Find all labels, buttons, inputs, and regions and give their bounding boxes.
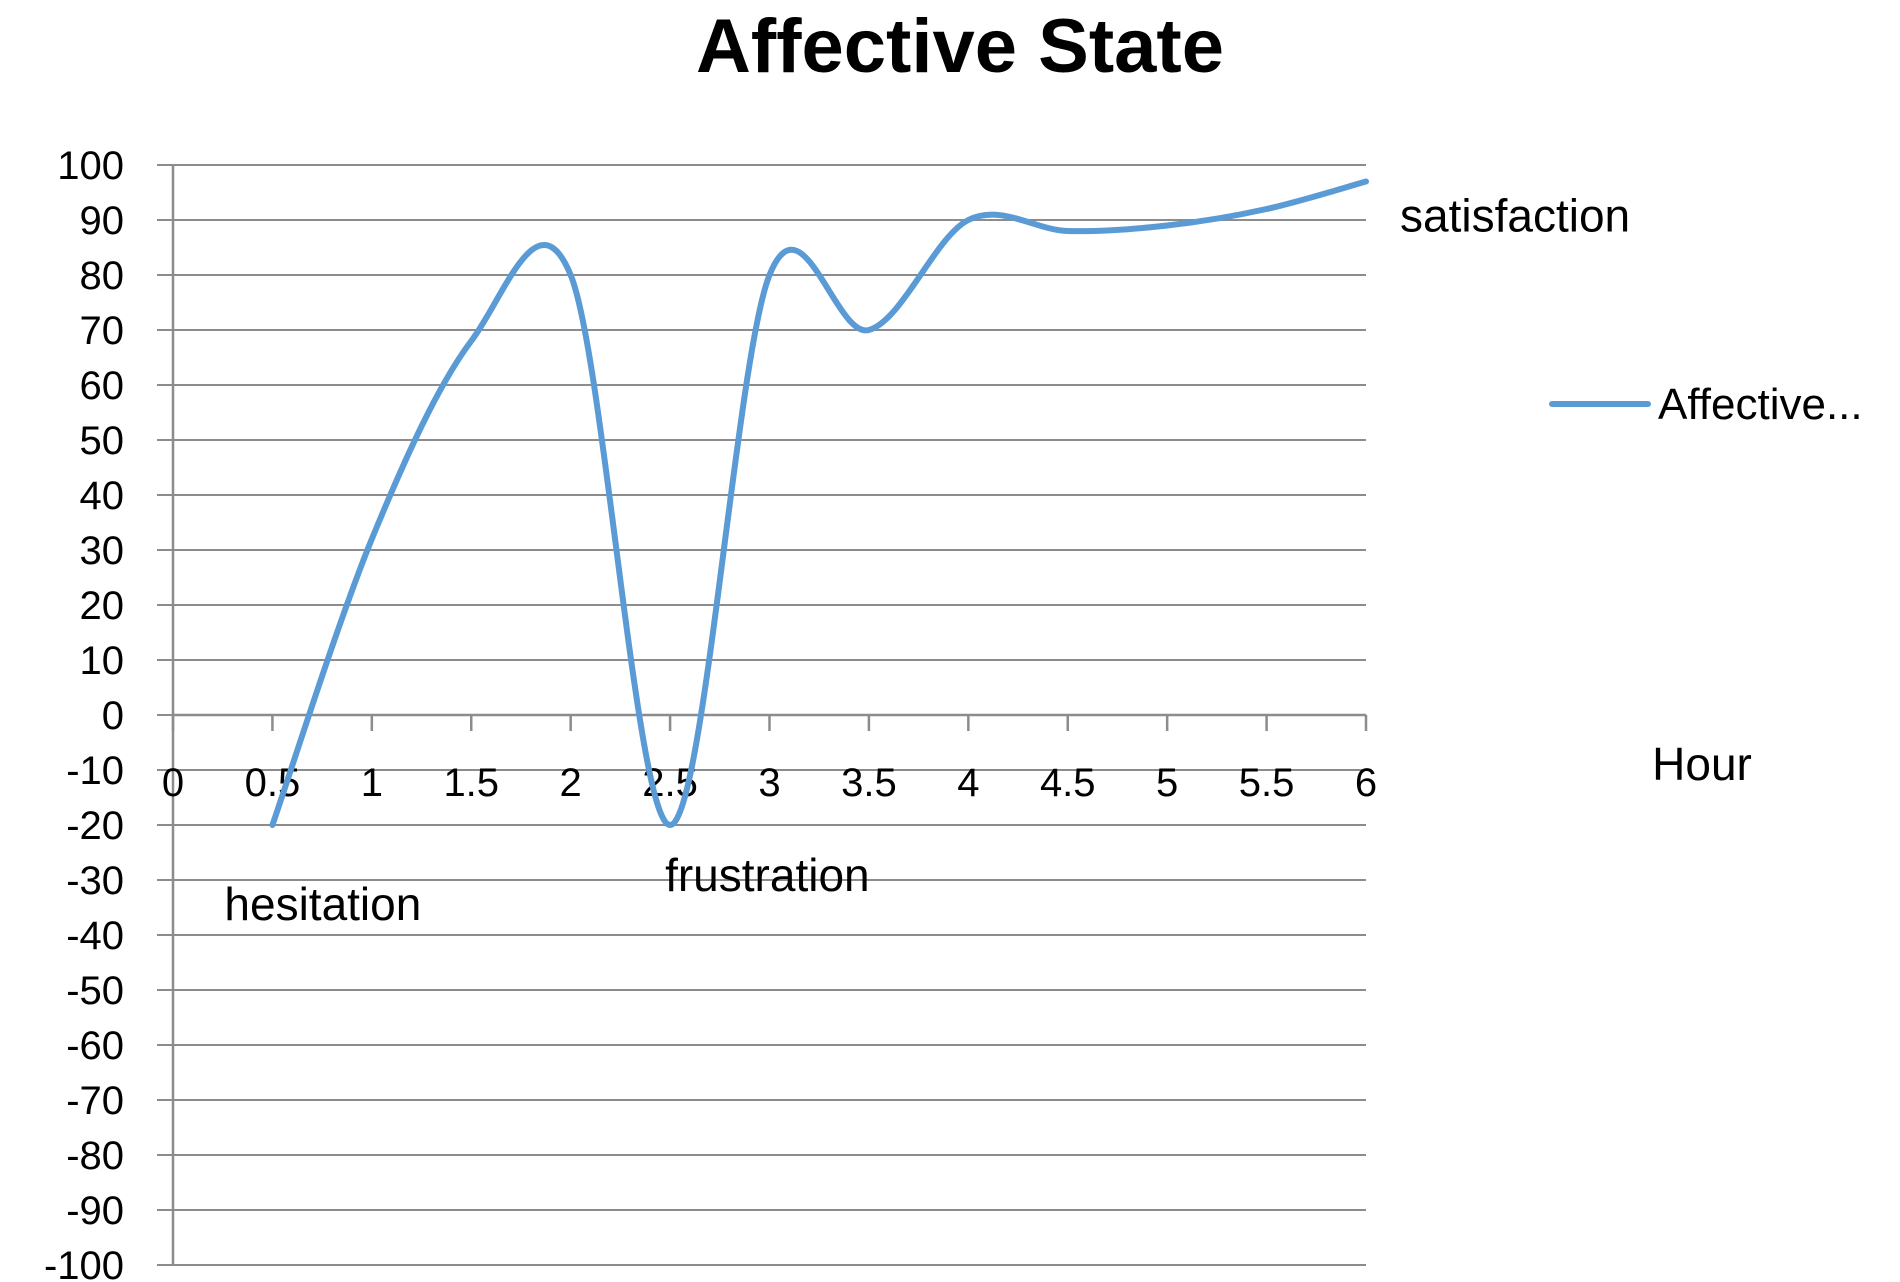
y-tick-label: -10	[66, 749, 124, 793]
y-tick-label: -100	[44, 1244, 124, 1282]
y-tick-label: -20	[66, 804, 124, 848]
y-tick-label: 10	[80, 639, 125, 683]
y-tick-label: 0	[102, 694, 124, 738]
y-tick-label: 80	[80, 254, 125, 298]
legend: Affective...	[1549, 380, 1863, 429]
y-tick-label: -90	[66, 1189, 124, 1233]
y-tick-label: 40	[80, 474, 125, 518]
chart-title: Affective State	[696, 4, 1224, 89]
x-tick-label: 3	[758, 761, 780, 805]
y-tick-label: -40	[66, 914, 124, 958]
x-tick-labels: 0 0.5 1 1.5 2 2.5 3 3.5 4 4.5 5 5.5 6	[162, 761, 1377, 805]
annotations: hesitation frustration satisfaction	[224, 190, 1630, 931]
x-tick-label: 2	[560, 761, 582, 805]
axes	[171, 165, 1368, 1265]
annotation-label: hesitation	[224, 878, 421, 930]
x-tick-label: 5	[1156, 761, 1178, 805]
y-tick-label: 60	[80, 364, 125, 408]
y-tick-label: 50	[80, 419, 125, 463]
x-tick-label: 6	[1355, 761, 1377, 805]
y-tick-label: 30	[80, 529, 125, 573]
y-tick-label: 100	[57, 144, 124, 188]
x-tick-label: 3.5	[841, 761, 897, 805]
x-tick-label: 4.5	[1040, 761, 1096, 805]
legend-label: Affective...	[1658, 380, 1863, 429]
y-tick-label: -70	[66, 1079, 124, 1123]
y-tick-label: 20	[80, 584, 125, 628]
x-tick-label: 1.5	[443, 761, 499, 805]
y-tick-label: -60	[66, 1024, 124, 1068]
y-tick-label: 90	[80, 199, 125, 243]
series-lines	[269, 178, 1369, 828]
y-tick-labels: 1009080706050403020100-10-20-30-40-50-60…	[44, 144, 124, 1282]
annotation-label: satisfaction	[1400, 190, 1630, 242]
x-tick-label: 5.5	[1239, 761, 1295, 805]
y-tick-label: -50	[66, 969, 124, 1013]
annotation-label: frustration	[665, 849, 870, 901]
x-tick-label: 0	[162, 761, 184, 805]
x-tick-label: 4	[957, 761, 979, 805]
y-tick-label: -80	[66, 1134, 124, 1178]
x-axis-label: Hour	[1652, 738, 1752, 790]
y-tick-label: -30	[66, 859, 124, 903]
x-tick-label: 1	[361, 761, 383, 805]
y-tick-label: 70	[80, 309, 125, 353]
series-line	[269, 178, 1369, 828]
